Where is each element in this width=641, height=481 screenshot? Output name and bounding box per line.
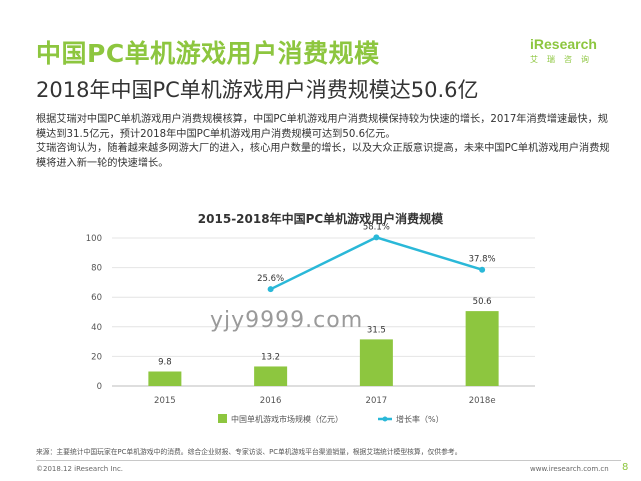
growth-rate-point (373, 234, 380, 241)
x-tick-label: 2017 (366, 396, 388, 406)
x-tick-label: 2015 (154, 396, 176, 406)
page-title: 中国PC单机游戏用户消费规模 (36, 39, 380, 68)
chart-title: 2015-2018年中国PC单机游戏用户消费规模 (197, 212, 444, 226)
legend-label-bars: 中国单机游戏市场规模（亿元） (231, 414, 343, 424)
bar (465, 311, 499, 386)
growth-rate-label: 25.6% (257, 274, 284, 284)
body-text: 根据艾瑞对中国PC单机游戏用户消费规模核算，中国PC单机游戏用户消费规模保持较为… (36, 113, 616, 171)
y-tick-label: 20 (91, 352, 102, 362)
y-tick-label: 100 (86, 234, 102, 244)
y-tick-label: 0 (97, 382, 102, 392)
growth-rate-label: 58.1% (363, 222, 390, 232)
bar-value-label: 31.5 (367, 325, 386, 335)
legend-swatch-bars (218, 414, 227, 423)
body-paragraph-1: 根据艾瑞对中国PC单机游戏用户消费规模核算，中国PC单机游戏用户消费规模保持较为… (36, 114, 608, 140)
growth-rate-point (267, 286, 274, 293)
source-note: 来源：主要统计中国玩家在PC单机游戏中的消费。综合企业财报、专家访谈、PC单机游… (36, 448, 462, 456)
bar (148, 371, 182, 386)
y-tick-label: 80 (91, 264, 102, 274)
iresearch-logo: iResearch 艾瑞咨询 (530, 36, 610, 76)
x-tick-label: 2016 (260, 396, 282, 406)
growth-rate-point (479, 266, 486, 273)
website: www.iresearch.com.cn (530, 465, 609, 473)
legend-marker-line (382, 416, 388, 422)
bar-value-label: 13.2 (261, 352, 280, 362)
y-tick-label: 60 (91, 293, 102, 303)
bar-value-label: 9.8 (158, 357, 172, 367)
logo-main-text: iResearch (530, 36, 597, 52)
bar (359, 339, 393, 386)
logo-sub-text: 艾瑞咨询 (530, 55, 598, 64)
growth-rate-line (270, 236, 483, 291)
legend-label-line: 增长率（%） (396, 414, 444, 424)
body-paragraph-2: 艾瑞咨询认为，随着越来越多网游大厂的进入，核心用户数量的增长，以及大众正版意识提… (36, 143, 610, 169)
growth-rate-label: 37.8% (469, 255, 496, 265)
footer-divider (36, 460, 621, 461)
bar (254, 366, 288, 386)
copyright: ©2018.12 iResearch Inc. (36, 465, 124, 473)
page-number: 8 (622, 462, 629, 473)
bar-value-label: 50.6 (473, 297, 492, 307)
watermark: yjy9999.com (210, 308, 364, 333)
x-tick-label: 2018e (469, 396, 496, 406)
y-tick-label: 40 (91, 323, 102, 333)
page-subtitle: 2018年中国PC单机游戏用户消费规模达50.6亿 (36, 78, 479, 102)
